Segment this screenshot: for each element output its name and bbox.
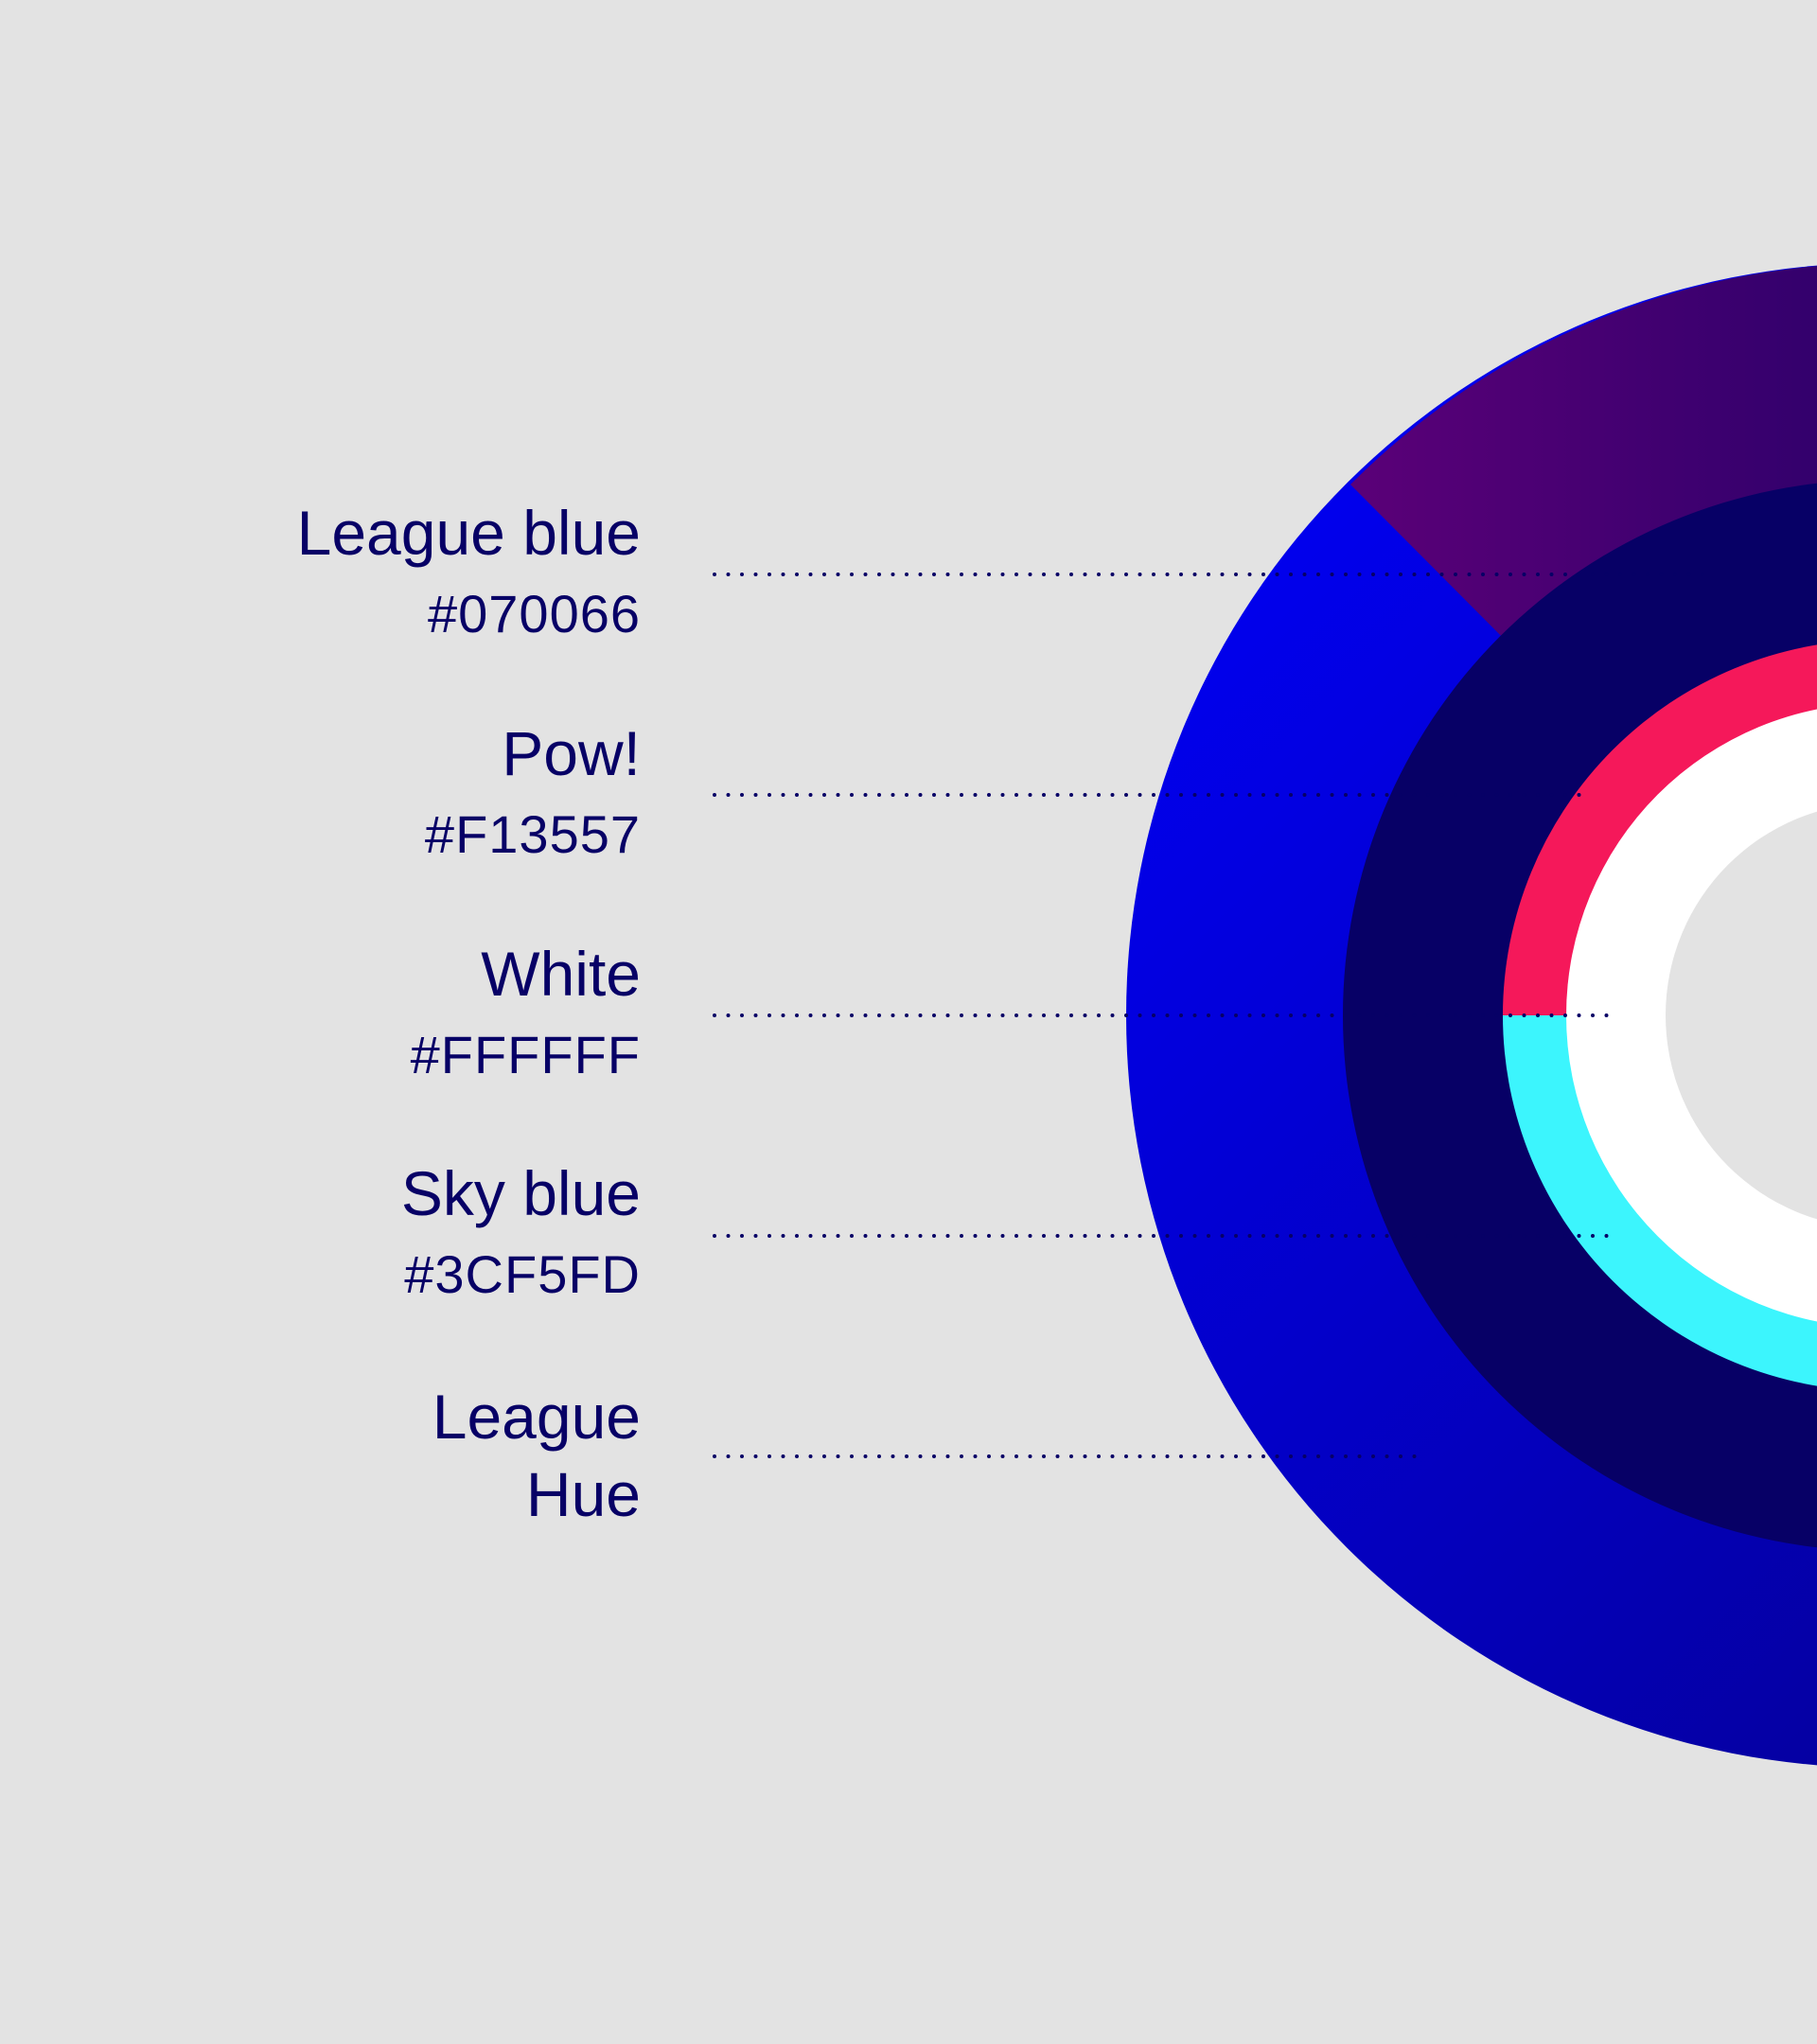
swatch-label-pow: Pow! #F13557 [425, 714, 641, 877]
swatch-name: League blue [296, 498, 641, 568]
swatch-hex: #070066 [427, 584, 641, 643]
swatch-name: White [481, 939, 641, 1009]
swatch-hex: #3CF5FD [404, 1244, 641, 1304]
swatch-label-league-blue: League blue #070066 [297, 494, 641, 657]
swatch-name: Sky blue [400, 1158, 641, 1228]
swatch-label-sky-blue: Sky blue #3CF5FD [401, 1154, 641, 1317]
swatch-label-white: White #FFFFFF [411, 935, 641, 1098]
swatch-label-league-hue: League Hue [319, 1378, 641, 1533]
swatch-name: League Hue [432, 1382, 641, 1529]
swatch-hex: #F13557 [424, 804, 641, 864]
center-hole [1666, 811, 1817, 1220]
swatch-hex: #FFFFFF [410, 1025, 641, 1084]
swatch-name: Pow! [502, 718, 641, 788]
